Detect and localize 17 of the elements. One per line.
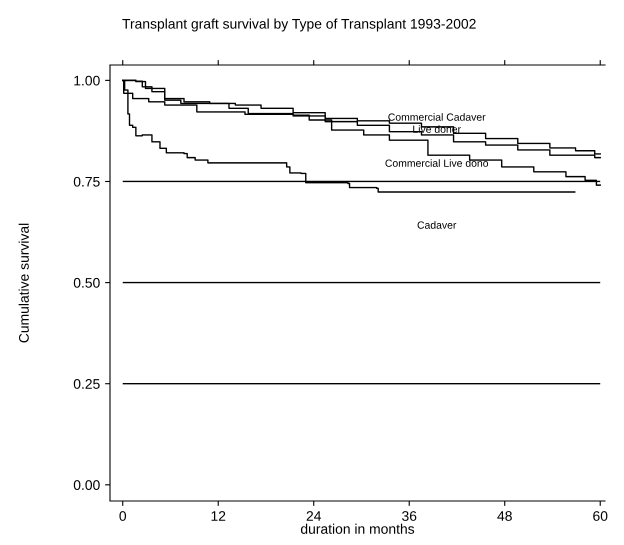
y-tick-label: 1.00: [74, 76, 100, 86]
series-label: Commercial Cadaver: [388, 113, 486, 121]
x-tick-label: 24: [306, 511, 322, 521]
x-tick-label: 0: [119, 511, 126, 521]
y-tick-label: 0.75: [74, 176, 100, 187]
x-tick-label: 36: [402, 511, 416, 521]
x-tick-label: 12: [212, 511, 226, 521]
y-tick-label: 0.00: [74, 480, 100, 490]
x-tick-label: 48: [497, 511, 512, 521]
y-tick-label: 0.50: [74, 278, 100, 288]
y-axis-title: Cumulative survival: [18, 224, 29, 342]
x-axis-title: duration in months: [300, 524, 414, 534]
chart-title: Transplant graft survival by Type of Transplant 1993-2002: [122, 18, 476, 32]
series-label: Commercial Live dono: [385, 159, 488, 167]
text: Cadaver: [418, 221, 456, 229]
x-tick-label: 60: [593, 511, 608, 521]
y-tick-label: 0.25: [74, 379, 100, 389]
